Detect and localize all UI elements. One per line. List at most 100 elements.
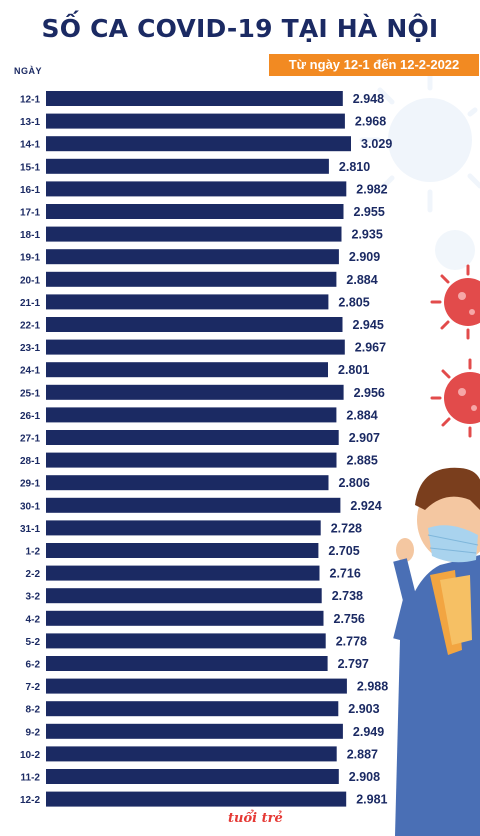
bar-4-2 (46, 610, 324, 626)
bar-5-2 (46, 633, 326, 649)
bar-20-1 (46, 271, 337, 287)
category-label: 22-1 (20, 321, 40, 332)
data-label: 2.778 (336, 634, 367, 648)
bar-30-1 (46, 497, 341, 513)
bar-29-1 (46, 475, 329, 491)
data-label: 2.955 (354, 205, 385, 219)
category-label: 3-2 (26, 592, 41, 603)
category-label: 6-2 (26, 660, 41, 671)
category-label: 16-1 (20, 185, 40, 196)
data-label: 2.982 (356, 182, 387, 196)
masked-person-illustration (393, 467, 480, 836)
data-label: 2.738 (332, 589, 363, 603)
category-label: 2-2 (26, 569, 41, 580)
data-label: 2.945 (353, 318, 384, 332)
category-label: 1-2 (26, 547, 41, 558)
virus-red-icon (430, 358, 480, 438)
data-label: 2.801 (338, 363, 369, 377)
virus-red-icon (430, 264, 480, 340)
bar-23-1 (46, 339, 345, 355)
bar-16-1 (46, 181, 347, 197)
data-label: 2.728 (331, 521, 362, 535)
bar-1-2 (46, 543, 319, 558)
data-label: 2.903 (348, 702, 379, 716)
category-label: 19-1 (20, 253, 40, 264)
data-label: 2.885 (347, 454, 378, 468)
category-label: 9-2 (26, 727, 41, 738)
bar-2-2 (46, 565, 320, 581)
bar-8-2 (46, 701, 339, 717)
data-label: 2.968 (355, 115, 386, 129)
data-label: 2.956 (354, 386, 385, 400)
category-label: 14-1 (20, 140, 40, 151)
category-label: 26-1 (20, 411, 40, 422)
category-label: 5-2 (26, 637, 41, 648)
category-label: 23-1 (20, 343, 40, 354)
category-label: 7-2 (26, 682, 41, 693)
bar-12-1 (46, 91, 343, 106)
bar-14-1 (46, 136, 351, 152)
bar-3-2 (46, 588, 322, 604)
data-label: 2.756 (334, 612, 365, 626)
data-label: 2.705 (328, 544, 359, 558)
bar-27-1 (46, 430, 339, 445)
bar-11-2 (46, 769, 339, 784)
bar-13-1 (46, 113, 345, 129)
data-label: 2.907 (349, 431, 380, 445)
bar-6-2 (46, 656, 328, 671)
category-label: 10-2 (20, 750, 40, 761)
bar-7-2 (46, 678, 347, 694)
category-label: 8-2 (26, 705, 41, 716)
bar-31-1 (46, 520, 321, 536)
data-label: 2.988 (357, 680, 388, 694)
data-label: 2.810 (339, 160, 370, 174)
category-label: 28-1 (20, 456, 40, 467)
bar-10-2 (46, 746, 337, 762)
data-label: 2.887 (347, 747, 378, 761)
category-label: 27-1 (20, 434, 40, 445)
bar-19-1 (46, 249, 339, 265)
bar-26-1 (46, 407, 337, 423)
bar-18-1 (46, 226, 342, 242)
data-label: 2.981 (356, 793, 387, 807)
data-label: 2.935 (352, 228, 383, 242)
data-label: 2.716 (330, 567, 361, 581)
category-label: 25-1 (20, 388, 40, 399)
category-label: 20-1 (20, 275, 40, 286)
bar-22-1 (46, 317, 343, 332)
bar-17-1 (46, 204, 344, 219)
data-label: 2.884 (346, 273, 377, 287)
data-label: 2.806 (339, 476, 370, 490)
bar-15-1 (46, 158, 329, 174)
data-label: 2.967 (355, 341, 386, 355)
data-label: 3.029 (361, 137, 392, 151)
bar-24-1 (46, 362, 328, 378)
bar-28-1 (46, 452, 337, 468)
data-label: 2.949 (353, 725, 384, 739)
data-label: 2.908 (349, 770, 380, 784)
category-label: 30-1 (20, 501, 40, 512)
category-label: 12-1 (20, 95, 40, 106)
chart-subtitle: Từ ngày 12-1 đến 12-2-2022 (269, 54, 479, 76)
category-label: 21-1 (20, 298, 40, 309)
data-label: 2.884 (346, 408, 377, 422)
category-label: 31-1 (20, 524, 40, 535)
bar-21-1 (46, 294, 329, 310)
category-label: 17-1 (20, 208, 40, 219)
category-label: 15-1 (20, 162, 40, 173)
bar-25-1 (46, 384, 344, 400)
bar-12-2 (46, 791, 347, 807)
virus-blue-icon (359, 69, 480, 213)
data-label: 2.909 (349, 250, 380, 264)
category-label: 4-2 (26, 614, 41, 625)
chart-title: SỐ CA COVID-19 TẠI HÀ NỘI (41, 14, 439, 43)
category-label: 18-1 (20, 230, 40, 241)
bar-9-2 (46, 723, 343, 739)
data-label: 2.948 (353, 92, 384, 106)
category-label: 29-1 (20, 479, 40, 490)
tuoi-tre-logo: tuổi trẻ (228, 811, 283, 826)
data-label: 2.924 (350, 499, 381, 513)
category-label: 11-2 (21, 773, 41, 784)
